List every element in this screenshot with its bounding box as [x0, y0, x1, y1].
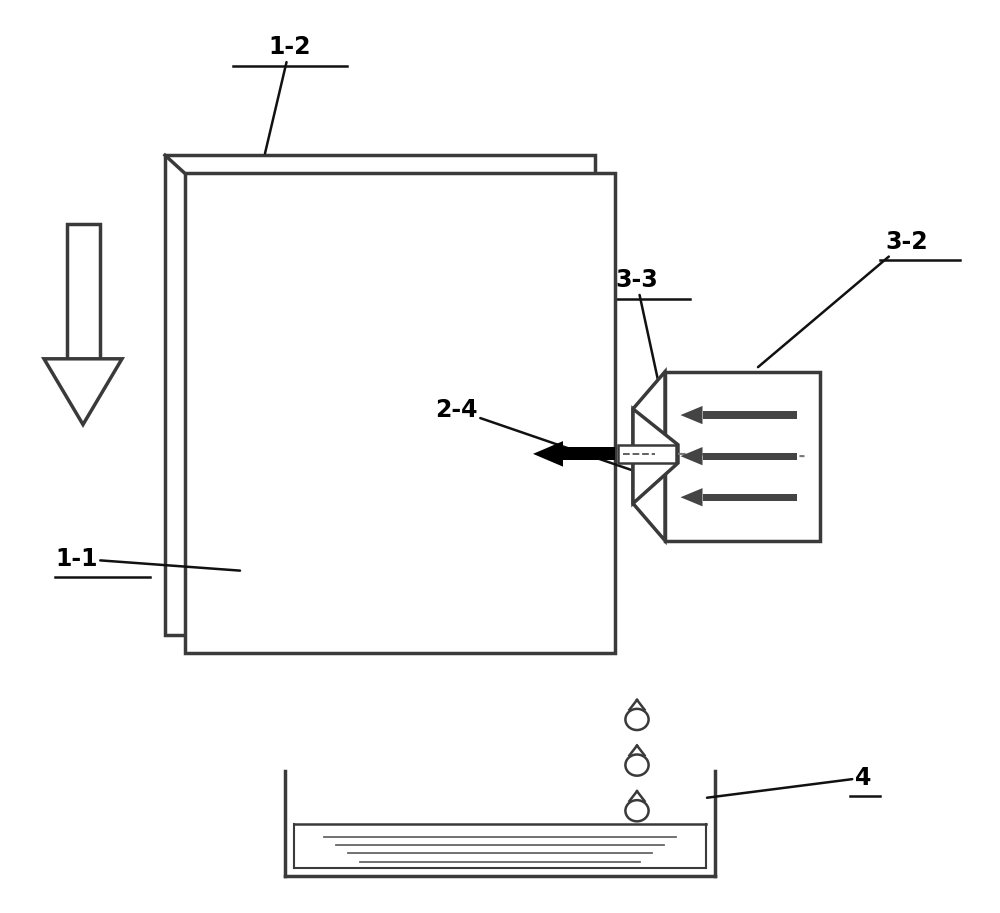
Polygon shape — [533, 441, 563, 467]
Polygon shape — [633, 372, 665, 540]
Bar — [563, 447, 615, 460]
Polygon shape — [44, 359, 122, 425]
Bar — [618, 445, 676, 463]
Bar — [165, 155, 595, 635]
Polygon shape — [680, 406, 702, 425]
Text: 3-3: 3-3 — [615, 268, 668, 426]
Bar — [66, 224, 100, 359]
Text: 1-1: 1-1 — [55, 547, 240, 571]
Polygon shape — [680, 488, 702, 507]
Polygon shape — [680, 447, 702, 466]
Polygon shape — [633, 409, 678, 503]
Bar — [702, 494, 797, 501]
Text: 1-2: 1-2 — [265, 36, 311, 153]
Bar — [185, 173, 615, 653]
Text: 3-2: 3-2 — [758, 230, 928, 367]
Text: 2-4: 2-4 — [435, 398, 643, 474]
Bar — [702, 453, 797, 460]
Bar — [665, 372, 820, 540]
Text: 4: 4 — [707, 766, 871, 798]
Bar — [702, 412, 797, 419]
